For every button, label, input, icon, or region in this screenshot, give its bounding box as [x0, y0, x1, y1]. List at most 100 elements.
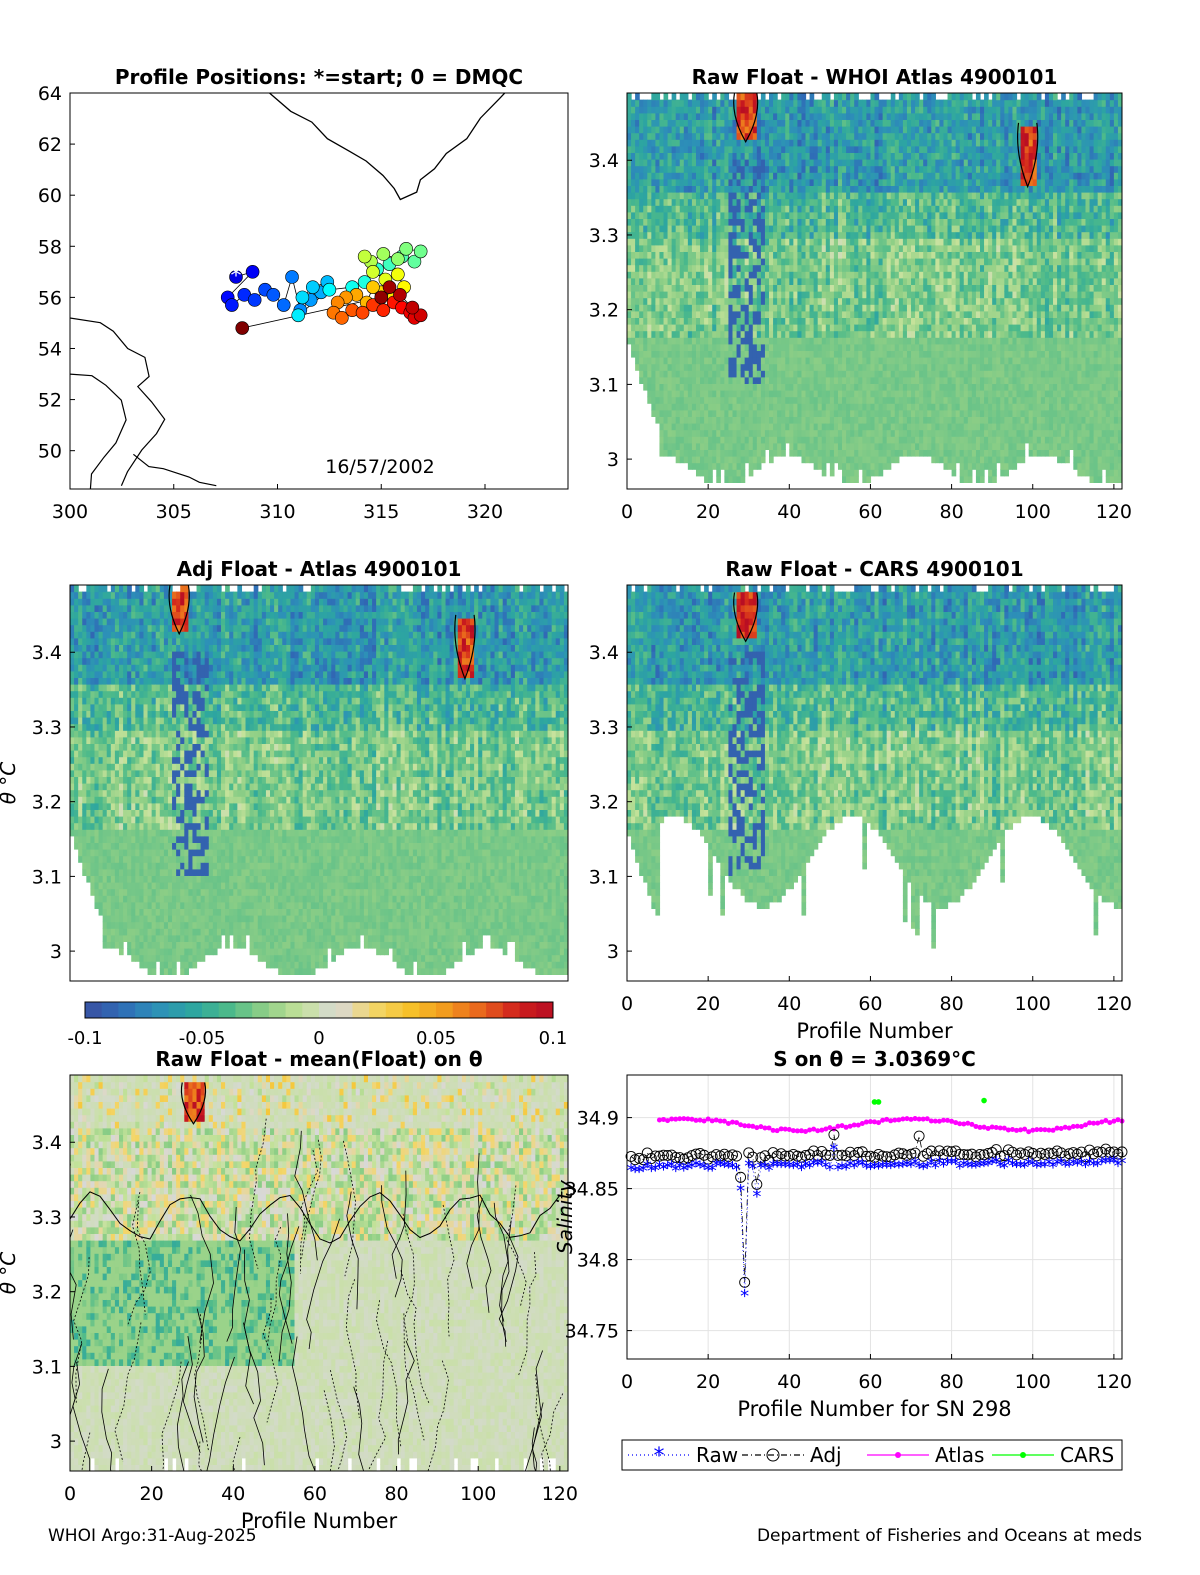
x-tick-label: 60 — [858, 501, 882, 523]
y-tick-label: 3.4 — [589, 150, 619, 172]
adj-point — [1063, 1148, 1075, 1160]
profile-position-marker — [376, 247, 391, 261]
raw-point: * — [748, 1159, 757, 1180]
raw-point: * — [1089, 1156, 1098, 1177]
x-axis-label: Profile Number for SN 298 — [737, 1397, 1011, 1421]
contour-line — [343, 1140, 356, 1277]
raw-point: * — [708, 1161, 717, 1182]
colorbar-swatch — [151, 1002, 170, 1018]
chart-title: S on θ = 3.0369°C — [773, 1047, 976, 1071]
raw-point: * — [752, 1187, 761, 1208]
atlas-point — [725, 1121, 731, 1127]
cars-point — [875, 1099, 882, 1105]
atlas-point — [876, 1120, 882, 1126]
atlas-point — [1070, 1123, 1076, 1129]
raw-point: * — [728, 1158, 737, 1179]
raw-point: * — [866, 1159, 875, 1180]
x-tick-label: 120 — [1096, 1371, 1132, 1393]
raw-point: * — [1057, 1154, 1066, 1175]
profile-position-marker — [285, 270, 299, 284]
x-tick-label: 60 — [303, 1483, 327, 1505]
atlas-point — [1111, 1118, 1117, 1124]
raw-point: * — [740, 1286, 749, 1307]
start-marker: * — [231, 264, 242, 289]
atlas-point — [859, 1121, 865, 1127]
contour-line — [291, 1336, 316, 1471]
profile-position-marker — [357, 249, 372, 264]
raw-point: * — [984, 1155, 993, 1176]
raw-point: * — [696, 1158, 705, 1179]
atlas-point — [1058, 1125, 1064, 1131]
atlas-point — [798, 1128, 804, 1134]
atlas-point — [685, 1116, 691, 1122]
adj-point — [1084, 1144, 1095, 1156]
chart-title: Raw Float - mean(Float) on θ — [155, 1047, 482, 1071]
raw-point: * — [939, 1157, 948, 1178]
atlas-point — [656, 1117, 662, 1123]
salinity-axes: S on θ = 3.0369°C 0 20 40 60 80 100 120 34.75 34.… — [553, 1047, 1132, 1421]
raw-point: * — [675, 1158, 684, 1179]
raw-point: * — [716, 1156, 725, 1177]
raw-point: * — [1024, 1155, 1033, 1176]
raw-point: * — [882, 1157, 891, 1178]
contour-line — [375, 1300, 402, 1447]
colorbar-swatch — [519, 1002, 537, 1018]
contour-line — [300, 1150, 318, 1274]
colorbar-swatch — [202, 1002, 220, 1018]
adj-point — [1100, 1143, 1112, 1155]
atlas-point — [863, 1119, 869, 1125]
legend-marker: * — [654, 1444, 665, 1469]
x-tick-label: 310 — [259, 501, 295, 523]
x-tick-label: 20 — [696, 993, 720, 1015]
y-tick-label: 3.3 — [589, 225, 619, 247]
adj-point — [641, 1147, 653, 1159]
adj-point — [1043, 1147, 1055, 1159]
profile-position-marker — [413, 244, 428, 259]
profile-position-marker — [366, 265, 380, 279]
adj-point — [938, 1149, 949, 1161]
colorbar-swatch — [369, 1002, 387, 1018]
x-tick-label: 60 — [858, 1371, 882, 1393]
contour-line — [81, 1432, 91, 1471]
raw-point: * — [943, 1154, 952, 1175]
atlas-point — [949, 1118, 955, 1124]
atlas-point — [811, 1126, 817, 1132]
raw-point: * — [756, 1158, 765, 1179]
atlas-point — [729, 1119, 735, 1125]
contour-line — [391, 1170, 407, 1279]
adj-point — [974, 1148, 986, 1160]
x-tick-label: 100 — [1015, 501, 1051, 523]
atlas-point — [701, 1118, 707, 1124]
colorbar-swatch — [135, 1002, 153, 1018]
atlas-point — [900, 1116, 906, 1122]
colorbar-swatch — [268, 1002, 287, 1018]
adj-point — [824, 1149, 836, 1161]
raw-point: * — [679, 1161, 688, 1182]
raw-point: * — [765, 1161, 774, 1182]
heatmap-cells — [70, 585, 568, 975]
colorbar-swatch — [486, 1002, 504, 1018]
atlas-point — [997, 1125, 1003, 1131]
greenland-coast — [268, 93, 506, 201]
colorbar-tick-label: -0.05 — [179, 1028, 226, 1049]
raw-point: * — [817, 1155, 826, 1176]
colorbar-swatch — [402, 1002, 420, 1018]
atlas-point — [932, 1118, 938, 1124]
contour-line — [442, 1204, 455, 1337]
atlas-point — [1034, 1127, 1040, 1133]
legend-label: Adj — [810, 1443, 842, 1467]
y-tick-label: 34.75 — [565, 1321, 619, 1343]
adj-point — [1104, 1146, 1116, 1158]
raw-point: * — [854, 1155, 863, 1176]
contour-line — [535, 1374, 551, 1471]
legend-label: Raw — [696, 1443, 738, 1467]
raw-point: * — [813, 1156, 822, 1177]
adj-point — [649, 1150, 661, 1162]
adj_atlas-heatmap — [70, 585, 568, 975]
x-tick-label: 100 — [1015, 993, 1051, 1015]
contour-line — [397, 1340, 415, 1455]
profile-position-marker — [407, 254, 422, 269]
y-tick-label: 64 — [38, 83, 62, 105]
colorbar-swatch — [101, 1002, 119, 1018]
adj-point — [1080, 1151, 1091, 1163]
